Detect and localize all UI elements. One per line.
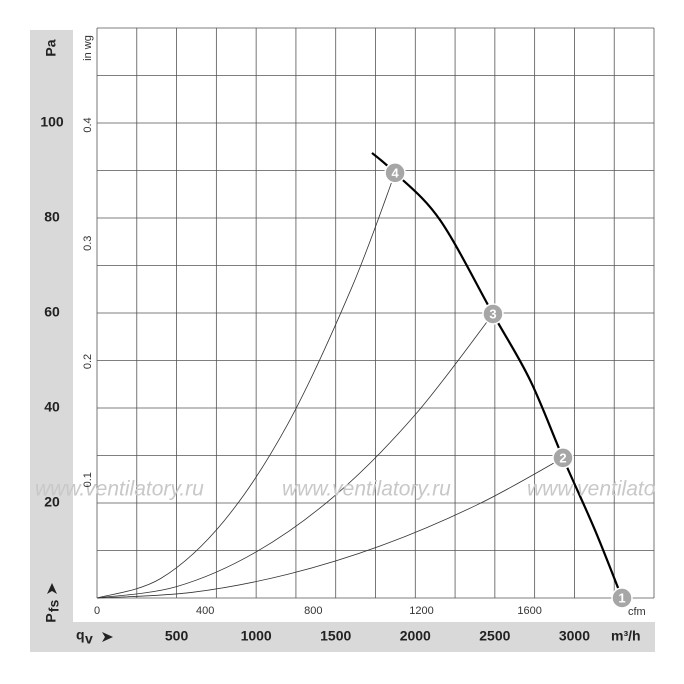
- x-tick-label: 500: [165, 628, 189, 644]
- x-label: q: [76, 627, 85, 643]
- x2-tick-label: 400: [196, 605, 214, 617]
- x2-tick-label: 0: [94, 605, 100, 617]
- watermark: www.ventilatory.ru: [35, 478, 204, 501]
- operating-point-label: 1: [618, 590, 625, 605]
- watermark: www.ventilatory.ru: [282, 478, 451, 501]
- x2-tick-label: 1600: [517, 605, 541, 617]
- y2-unit: in wg: [82, 35, 94, 61]
- x-label-sub: v: [85, 631, 93, 647]
- watermark-group: www.ventilatory.ru www.ventilatory.ru ww…: [35, 478, 684, 501]
- operating-point-label: 4: [391, 165, 399, 180]
- curve: [371, 152, 624, 599]
- x-tick-label: 1500: [320, 628, 351, 644]
- y-label-group: P fs: [43, 600, 62, 623]
- labels: Pa in wg P fs q v m³/h cfm 204060801000.…: [40, 35, 645, 647]
- curves: [96, 152, 624, 599]
- y-label: P: [43, 613, 59, 622]
- operating-point: [384, 162, 406, 184]
- bottom-band: [30, 622, 655, 652]
- x-tick-label: 2500: [479, 628, 510, 644]
- y-tick-label: 40: [44, 399, 60, 415]
- x2-tick-label: 800: [304, 605, 322, 617]
- operating-point: [611, 587, 633, 609]
- y2-tick-label: 0.2: [82, 354, 94, 369]
- y2-tick-label: 0.3: [82, 236, 94, 251]
- curve: [96, 172, 396, 599]
- x-tick-label: 2000: [400, 628, 431, 644]
- y-label-sub: fs: [46, 600, 62, 613]
- points: 1 2 3 4: [384, 162, 633, 609]
- x2-unit: cfm: [628, 606, 646, 618]
- y-tick-label: 100: [40, 114, 64, 130]
- left-band: [30, 30, 73, 652]
- y-arrow: [47, 583, 57, 594]
- curve: [96, 457, 564, 599]
- watermark: www.ventilatory.ru: [527, 478, 684, 501]
- operating-point-label: 3: [489, 306, 496, 321]
- curve: [96, 313, 494, 599]
- x-tick-label: 1000: [241, 628, 272, 644]
- y-tick-label: 60: [44, 304, 60, 320]
- x-arrow: [102, 632, 113, 642]
- y-tick-label: 20: [44, 494, 60, 510]
- operating-point: [482, 303, 504, 325]
- x2-tick-label: 1200: [409, 605, 433, 617]
- y2-tick-label: 0.1: [82, 472, 94, 487]
- y-tick-label: 80: [44, 209, 60, 225]
- x-unit: m³/h: [611, 628, 641, 644]
- y-unit: Pa: [43, 39, 59, 56]
- x-tick-label: 3000: [559, 628, 590, 644]
- y2-tick-label: 0.4: [82, 117, 94, 132]
- operating-point-label: 2: [559, 450, 566, 465]
- operating-point: [552, 447, 574, 469]
